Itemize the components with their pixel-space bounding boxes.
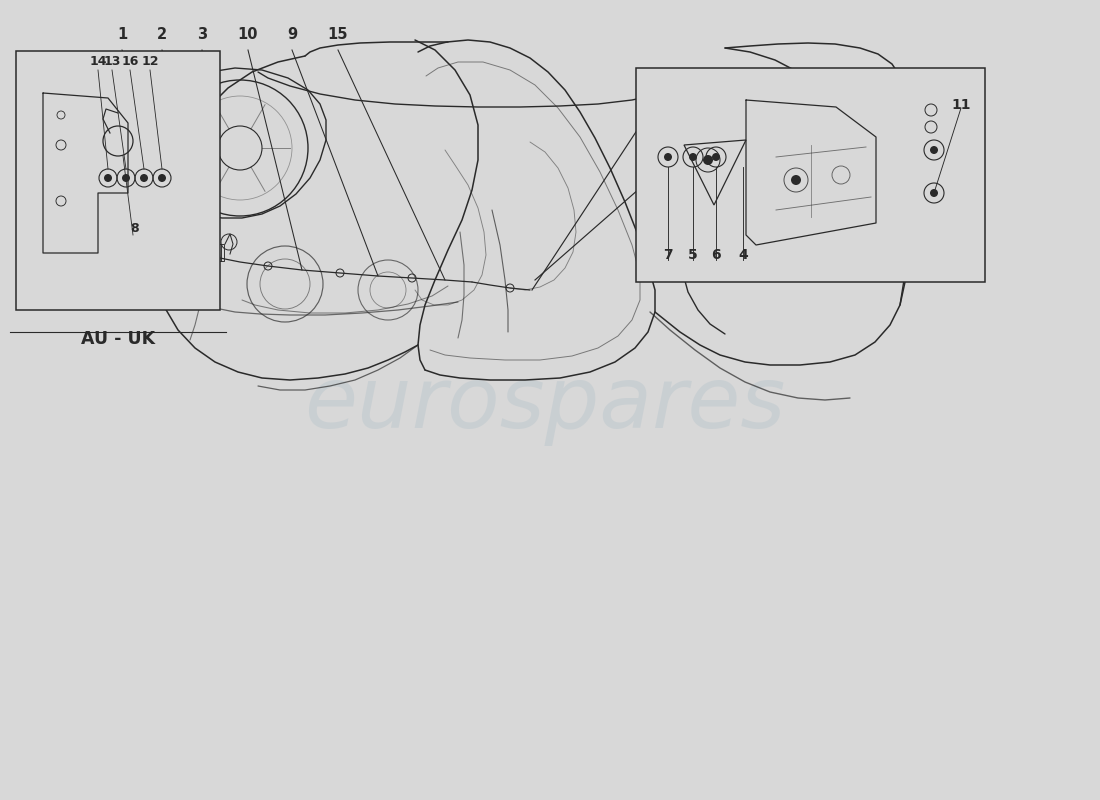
Circle shape <box>930 189 938 197</box>
Circle shape <box>122 174 130 182</box>
Circle shape <box>930 146 938 154</box>
FancyBboxPatch shape <box>16 51 220 310</box>
Text: 1: 1 <box>117 27 128 42</box>
Circle shape <box>703 155 713 165</box>
Circle shape <box>712 153 720 161</box>
Text: 10: 10 <box>238 27 258 42</box>
Circle shape <box>689 153 697 161</box>
Circle shape <box>791 175 801 185</box>
Text: 16: 16 <box>121 55 139 68</box>
Text: 14: 14 <box>89 55 107 68</box>
Circle shape <box>104 174 112 182</box>
Text: 12: 12 <box>141 55 158 68</box>
Text: eurospares: eurospares <box>305 363 785 446</box>
Circle shape <box>140 174 148 182</box>
Text: 11: 11 <box>952 98 970 112</box>
Text: 9: 9 <box>287 27 297 42</box>
Text: 4: 4 <box>738 248 748 262</box>
Text: 8: 8 <box>131 222 140 235</box>
Circle shape <box>158 174 166 182</box>
Text: 7: 7 <box>663 248 673 262</box>
Text: 2: 2 <box>157 27 167 42</box>
Circle shape <box>664 153 672 161</box>
Text: 13: 13 <box>103 55 121 68</box>
Text: 3: 3 <box>197 27 207 42</box>
Text: AU - UK: AU - UK <box>81 330 155 348</box>
FancyBboxPatch shape <box>636 68 984 282</box>
Text: 5: 5 <box>689 248 697 262</box>
Text: 15: 15 <box>328 27 349 42</box>
Text: 6: 6 <box>712 248 720 262</box>
